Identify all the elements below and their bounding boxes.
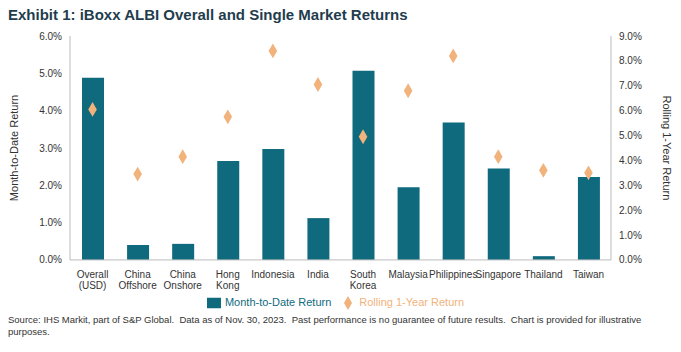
svg-text:3.0%: 3.0% bbox=[39, 143, 62, 154]
svg-text:India: India bbox=[307, 269, 329, 280]
svg-text:Overall(USD): Overall(USD) bbox=[77, 269, 109, 291]
svg-text:0.0%: 0.0% bbox=[619, 254, 642, 265]
svg-text:9.0%: 9.0% bbox=[619, 31, 642, 42]
svg-text:7.0%: 7.0% bbox=[619, 80, 642, 91]
svg-text:2.0%: 2.0% bbox=[39, 180, 62, 191]
svg-text:Rolling 1-Year Return: Rolling 1-Year Return bbox=[661, 96, 673, 201]
svg-text:Thailand: Thailand bbox=[524, 269, 562, 280]
svg-text:5.0%: 5.0% bbox=[619, 130, 642, 141]
svg-text:ChinaOnshore: ChinaOnshore bbox=[164, 269, 203, 291]
svg-text:HongKong: HongKong bbox=[216, 269, 240, 291]
svg-text:Singapore: Singapore bbox=[475, 269, 521, 280]
svg-text:6.0%: 6.0% bbox=[39, 31, 62, 42]
svg-text:Malaysia: Malaysia bbox=[388, 269, 428, 280]
html-text:Exhibit 1: iBoxx ALBI Overall: Exhibit 1: iBoxx ALBI Overall and Single… bbox=[8, 6, 408, 23]
svg-text:3.0%: 3.0% bbox=[619, 180, 642, 191]
svg-text:ChinaOffshore: ChinaOffshore bbox=[119, 269, 158, 291]
svg-text:6.0%: 6.0% bbox=[619, 105, 642, 116]
svg-text:4.0%: 4.0% bbox=[619, 155, 642, 166]
svg-text:4.0%: 4.0% bbox=[39, 105, 62, 116]
html-text:Source: IHS Markit, part of S&: Source: IHS Markit, part of S&P Global. … bbox=[8, 314, 644, 337]
svg-text:2.0%: 2.0% bbox=[619, 205, 642, 216]
svg-text:1.0%: 1.0% bbox=[619, 230, 642, 241]
svg-text:0.0%: 0.0% bbox=[39, 254, 62, 265]
html-text:Rolling 1-Year Return: Rolling 1-Year Return bbox=[359, 295, 465, 308]
svg-text:Indonesia: Indonesia bbox=[251, 269, 295, 280]
svg-text:Month-to-Date Return: Month-to-Date Return bbox=[8, 95, 20, 201]
svg-text:5.0%: 5.0% bbox=[39, 68, 62, 79]
svg-text:SouthKorea: SouthKorea bbox=[350, 269, 377, 291]
html-text:Month-to-Date Return: Month-to-Date Return bbox=[224, 295, 332, 308]
svg-text:1.0%: 1.0% bbox=[39, 217, 62, 228]
svg-text:Taiwan: Taiwan bbox=[573, 269, 604, 280]
svg-text:8.0%: 8.0% bbox=[619, 55, 642, 66]
svg-text:Philippines: Philippines bbox=[429, 269, 477, 280]
